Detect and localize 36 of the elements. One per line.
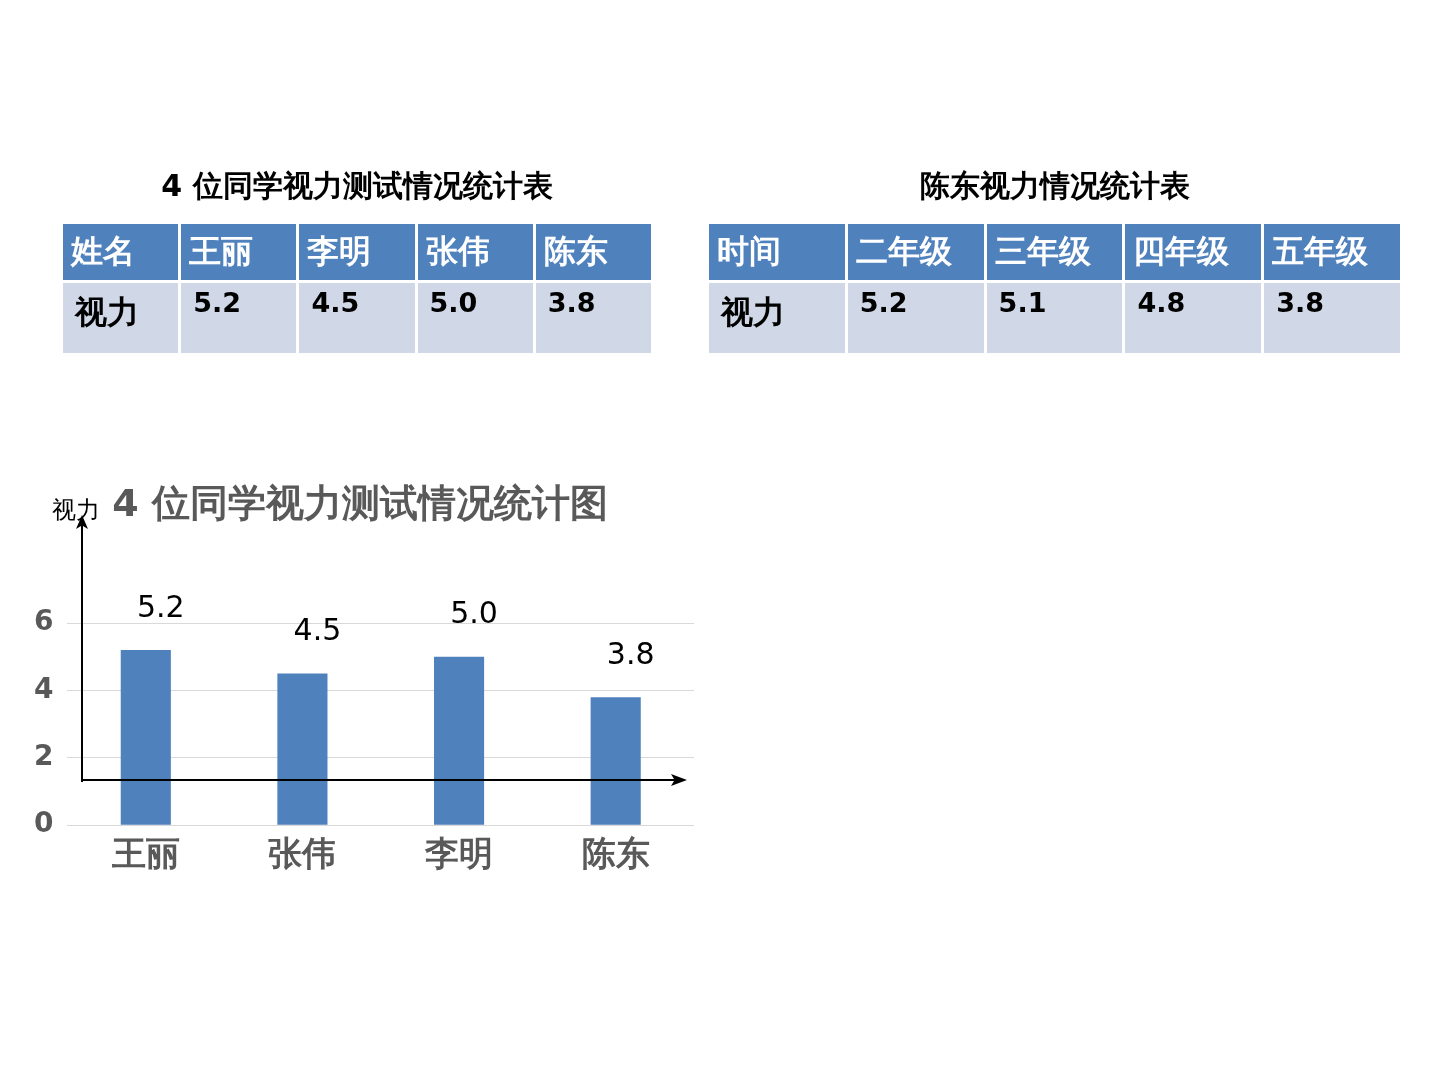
data-label: 5.0 <box>417 283 533 353</box>
category-label: 三年级 <box>986 224 1123 280</box>
y-axis-title: 视力 <box>52 495 100 526</box>
data-label: 3.8 <box>1264 283 1400 353</box>
category-label: 李明 <box>299 224 415 280</box>
text: 陈东视力情况统计表 <box>918 167 1191 205</box>
category-label: 五年级 <box>1264 224 1400 280</box>
text: 视力 <box>709 283 845 353</box>
data-label: 3.8 <box>535 283 651 353</box>
data-label: 5.2 <box>136 588 185 624</box>
data-label: 5.2 <box>181 283 297 353</box>
x-tick-label: 张伟 <box>268 833 337 874</box>
chart-title: 4 位同学视力测试情况统计图 <box>111 480 609 527</box>
category-label: 张伟 <box>417 224 533 280</box>
category-label: 王丽 <box>181 224 297 280</box>
y-tick-label: 2 <box>34 739 54 773</box>
x-tick-label: 李明 <box>424 833 494 874</box>
data-label: 5.1 <box>986 283 1123 353</box>
x-tick-label: 王丽 <box>110 833 180 874</box>
category-label: 二年级 <box>847 224 984 280</box>
text: 姓名 <box>63 224 179 280</box>
data-label: 3.8 <box>606 635 655 671</box>
category-label: 陈东 <box>535 224 651 280</box>
text: 4 位同学视力测试情况统计表 <box>160 167 554 205</box>
data-label: 5.0 <box>450 595 498 631</box>
data-label: 4.5 <box>293 612 342 648</box>
text: 视力 <box>63 283 179 353</box>
y-tick-label: 0 <box>34 806 54 840</box>
y-tick-label: 4 <box>34 671 54 705</box>
data-label: 4.5 <box>299 283 415 353</box>
category-label: 四年级 <box>1125 224 1262 280</box>
y-tick-label: 6 <box>34 604 54 638</box>
data-label: 4.8 <box>1125 283 1262 353</box>
text: 时间 <box>709 224 845 280</box>
x-tick-label: 陈东 <box>581 833 650 874</box>
data-label: 5.2 <box>847 283 984 353</box>
